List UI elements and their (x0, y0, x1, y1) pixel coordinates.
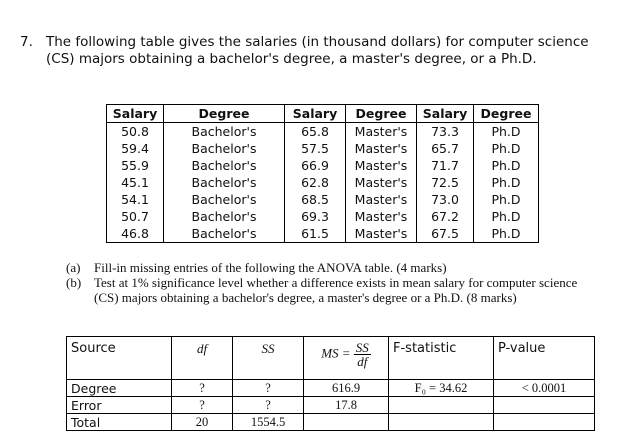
question-number: 7. (20, 34, 33, 50)
part-a: (a) Fill-in missing entries of the follo… (66, 260, 586, 275)
salary-cell: 67.5 (431, 226, 459, 241)
part-a-text: Fill-in missing entries of the following… (94, 260, 447, 275)
salary-cell: 66.9 (301, 158, 329, 173)
degree-cell: Bachelor's (191, 175, 257, 190)
degree-cell: Ph.D (491, 192, 521, 207)
salary-cell: 62.8 (301, 175, 329, 190)
salary-cell: 61.5 (301, 226, 329, 241)
degree-cell: Ph.D (491, 124, 521, 139)
row-source: Degree (66, 379, 172, 397)
row-source: Error (66, 396, 172, 414)
anova-table: Source df SS MS = SS df F-statistic P-va… (66, 336, 595, 431)
header-degree-2: Degree (355, 106, 407, 121)
header-ss: SS (232, 336, 304, 380)
header-salary-1: Salary (112, 106, 158, 121)
salary-cell: 50.7 (121, 209, 149, 224)
degree-cell: Bachelor's (191, 209, 257, 224)
row-p (493, 413, 595, 431)
row-ss: ? (232, 396, 304, 414)
degree-cell: Bachelor's (191, 226, 257, 241)
row-ss: 1554.5 (232, 413, 304, 431)
salary-cell: 59.4 (121, 141, 149, 156)
row-f (388, 396, 494, 414)
row-ms: 616.9 (303, 379, 389, 397)
degree-cell: Master's (354, 124, 408, 139)
anova-row-error: Error ? ? 17.8 (66, 396, 595, 414)
row-f: F₀ = 34.62 (388, 379, 494, 397)
ms-prefix: MS = (321, 345, 351, 361)
part-b: (b) Test at 1% significance level whethe… (66, 275, 586, 305)
salary-cell: 57.5 (301, 141, 329, 156)
degree-cell: Ph.D (491, 175, 521, 190)
row-df: 20 (171, 413, 233, 431)
salary-table-body: 50.8 59.4 55.9 45.1 54.1 50.7 46.8 Bache… (106, 122, 539, 243)
degree-cell: Bachelor's (191, 192, 257, 207)
master-salaries: 65.8 57.5 66.9 62.8 68.5 69.3 61.5 (284, 122, 346, 243)
degree-cell: Ph.D (491, 209, 521, 224)
row-ms: 17.8 (303, 396, 389, 414)
degree-cell: Master's (354, 158, 408, 173)
header-df: df (171, 336, 233, 380)
salary-cell: 46.8 (121, 226, 149, 241)
row-df: ? (171, 396, 233, 414)
salary-table-header: Salary Degree Salary Degree Salary Degre… (106, 104, 539, 123)
header-degree-1: Degree (198, 106, 250, 121)
salary-cell: 68.5 (301, 192, 329, 207)
salary-cell: 67.2 (431, 209, 459, 224)
row-p: < 0.0001 (493, 379, 595, 397)
degree-cell: Bachelor's (191, 141, 257, 156)
row-df: ? (171, 379, 233, 397)
ms-fraction: SS df (353, 340, 371, 369)
row-ss: ? (232, 379, 304, 397)
header-degree-3: Degree (480, 106, 532, 121)
degree-cell: Master's (354, 209, 408, 224)
header-f-statistic: F-statistic (388, 336, 494, 380)
degree-cell: Ph.D (491, 141, 521, 156)
salary-cell: 73.0 (431, 192, 459, 207)
salary-cell: 54.1 (121, 192, 149, 207)
row-source: Total (66, 413, 172, 431)
phd-salaries: 73.3 65.7 71.7 72.5 73.0 67.2 67.5 (416, 122, 474, 243)
part-a-label: (a) (66, 260, 81, 275)
part-b-text: Test at 1% significance level whether a … (94, 275, 578, 305)
salary-cell: 72.5 (431, 175, 459, 190)
row-f (388, 413, 494, 431)
ms-numerator: SS (353, 340, 371, 355)
row-p (493, 396, 595, 414)
salary-cell: 50.8 (121, 124, 149, 139)
degree-cell: Bachelor's (191, 124, 257, 139)
salary-table: Salary Degree Salary Degree Salary Degre… (106, 104, 539, 243)
salary-cell: 65.7 (431, 141, 459, 156)
anova-row-degree: Degree ? ? 616.9 F₀ = 34.62 < 0.0001 (66, 379, 595, 397)
question-text: The following table gives the salaries (… (46, 34, 589, 67)
degree-cell: Ph.D (491, 158, 521, 173)
header-p-value: P-value (493, 336, 595, 380)
phd-degrees: Ph.D Ph.D Ph.D Ph.D Ph.D Ph.D Ph.D (473, 122, 539, 243)
header-salary-3: Salary (422, 106, 468, 121)
degree-cell: Master's (354, 141, 408, 156)
degree-cell: Ph.D (491, 226, 521, 241)
ms-denominator: df (357, 354, 368, 369)
salary-cell: 73.3 (431, 124, 459, 139)
header-ms: MS = SS df (303, 336, 389, 380)
bachelor-salaries: 50.8 59.4 55.9 45.1 54.1 50.7 46.8 (106, 122, 164, 243)
part-b-label: (b) (66, 275, 82, 290)
salary-cell: 71.7 (431, 158, 459, 173)
bachelor-degrees: Bachelor's Bachelor's Bachelor's Bachelo… (163, 122, 285, 243)
header-salary-2: Salary (292, 106, 338, 121)
salary-cell: 65.8 (301, 124, 329, 139)
master-degrees: Master's Master's Master's Master's Mast… (345, 122, 417, 243)
anova-row-total: Total 20 1554.5 (66, 413, 595, 431)
header-source: Source (66, 336, 172, 380)
question-parts: (a) Fill-in missing entries of the follo… (66, 260, 586, 305)
degree-cell: Master's (354, 192, 408, 207)
degree-cell: Bachelor's (191, 158, 257, 173)
row-ms (303, 413, 389, 431)
salary-cell: 69.3 (301, 209, 329, 224)
salary-cell: 55.9 (121, 158, 149, 173)
degree-cell: Master's (354, 175, 408, 190)
salary-cell: 45.1 (121, 175, 149, 190)
degree-cell: Master's (354, 226, 408, 241)
anova-header-row: Source df SS MS = SS df F-statistic P-va… (66, 336, 595, 380)
